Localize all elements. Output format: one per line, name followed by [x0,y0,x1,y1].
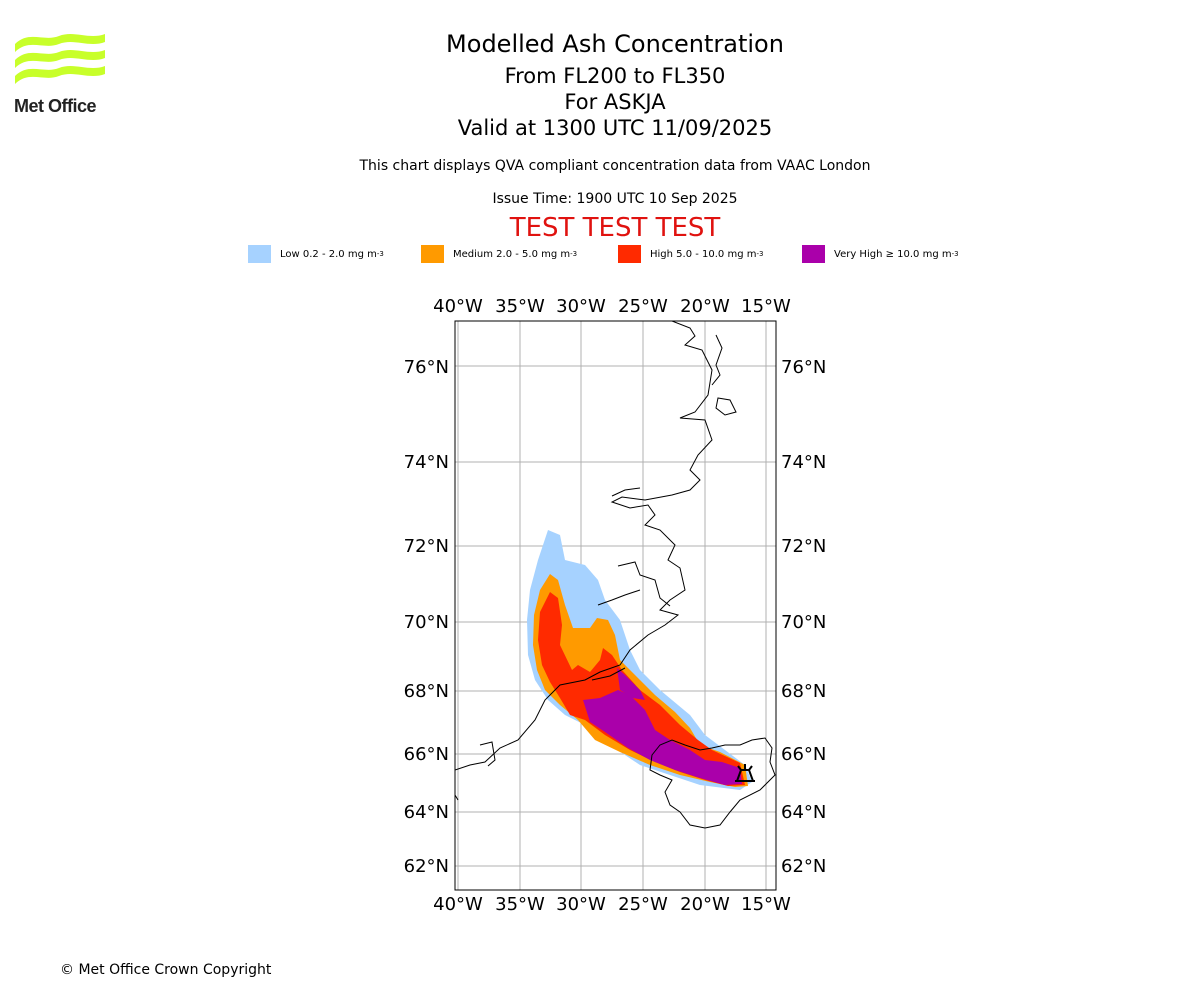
lat-label: 62°N [781,856,826,877]
lon-label: 35°W [495,894,545,915]
lon-label: 40°W [433,296,483,317]
level-range: From FL200 to FL350 [504,64,726,88]
map-gridlines [455,321,776,890]
lon-label: 25°W [618,296,668,317]
chart-title: Modelled Ash Concentration [446,30,784,58]
ash-region-medium [533,574,748,787]
coastlines [455,321,737,801]
volcano-name: For ASKJA [564,90,666,114]
lat-label: 74°N [404,452,449,473]
lon-label: 35°W [495,296,545,317]
volcano-icon [735,764,755,782]
legend-swatch-very-high [802,245,825,263]
legend-item-low: Low 0.2 - 2.0 mg m -3 [248,244,384,264]
lat-label: 68°N [404,681,449,702]
lon-label: 40°W [433,894,483,915]
lon-label: 15°W [741,894,791,915]
lat-label: 72°N [781,536,826,557]
met-office-logo: Met Office [14,30,109,116]
legend-label-high: High 5.0 - 10.0 mg m [650,248,757,260]
lat-label: 66°N [404,744,449,765]
lat-labels-left: 76°N 74°N 72°N 70°N 68°N 66°N 64°N 62°N [404,357,449,877]
chart-note: This chart displays QVA compliant concen… [359,158,871,174]
legend-item-high: High 5.0 - 10.0 mg m -3 [618,244,763,264]
legend-item-medium: Medium 2.0 - 5.0 mg m -3 [421,244,577,264]
map-frame [454,320,777,891]
lat-label: 68°N [781,681,826,702]
iceland-coast [649,737,776,829]
lon-label: 25°W [618,894,668,915]
lon-label: 30°W [556,296,606,317]
legend-swatch-medium [421,245,444,263]
lon-label: 30°W [556,894,606,915]
lat-label: 76°N [404,357,449,378]
legend-swatch-high [618,245,641,263]
lon-labels-top: 40°W 35°W 30°W 25°W 20°W 15°W [433,296,791,317]
lat-label: 66°N [781,744,826,765]
ash-region-high [538,592,745,786]
lat-label: 62°N [404,856,449,877]
lat-label: 74°N [781,452,826,473]
ash-region-very-high-arm [617,668,645,700]
logo-text: Met Office [14,96,97,116]
test-banner: TEST TEST TEST [509,213,721,243]
legend-swatch-low [248,245,271,263]
legend-label-low: Low 0.2 - 2.0 mg m [280,248,377,260]
lat-label: 64°N [404,802,449,823]
legend-label-medium: Medium 2.0 - 5.0 mg m [453,248,571,260]
lat-label: 64°N [781,802,826,823]
lat-label: 70°N [781,612,826,633]
lat-label: 76°N [781,357,826,378]
ash-region-very-high [583,690,742,785]
lat-label: 70°N [404,612,449,633]
legend-unit-exp: -3 [951,250,959,258]
lat-labels-right: 76°N 74°N 72°N 70°N 68°N 66°N 64°N 62°N [781,357,826,877]
ash-region-low [527,530,752,790]
copyright: © Met Office Crown Copyright [60,962,272,978]
legend-unit-exp: -3 [376,250,384,258]
lat-label: 72°N [404,536,449,557]
lon-label: 20°W [680,894,730,915]
legend-item-very-high: Very High ≥ 10.0 mg m -3 [802,244,959,264]
lon-label: 20°W [680,296,730,317]
legend-unit-exp: -3 [756,250,764,258]
valid-time: Valid at 1300 UTC 11/09/2025 [457,116,773,140]
legend-label-very-high: Very High ≥ 10.0 mg m [834,248,952,260]
issue-time: Issue Time: 1900 UTC 10 Sep 2025 [492,191,738,207]
logo-waves-icon [15,34,105,84]
lon-labels-bottom: 40°W 35°W 30°W 25°W 20°W 15°W [433,894,791,915]
lon-label: 15°W [741,296,791,317]
legend-unit-exp: -3 [570,250,578,258]
